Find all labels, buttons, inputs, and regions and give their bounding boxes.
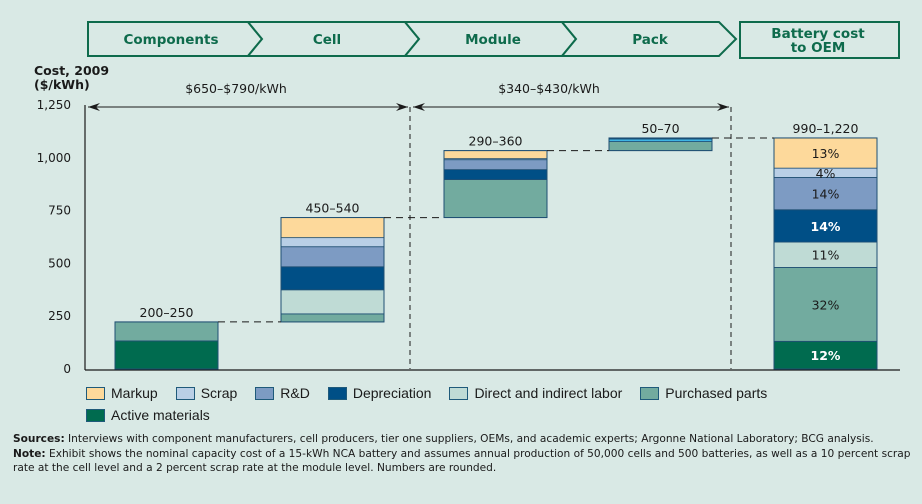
bar-cell-range-label: 450–540 xyxy=(306,201,360,216)
legend-item-purchased-parts: Purchased parts xyxy=(640,382,767,404)
bar-module-segment-depreciation xyxy=(443,169,548,180)
bar-module-segment-purchased-parts xyxy=(443,179,548,218)
bar-cell-outline xyxy=(280,217,385,323)
bar-pack-outline xyxy=(608,137,713,152)
sources-label: Sources: xyxy=(13,433,65,445)
bar-module-segment-markup xyxy=(443,150,548,160)
bar-battery-cost-to-oem-segment-active-materials xyxy=(773,340,878,370)
bar-module-outline xyxy=(443,150,548,219)
bar-battery-cost-to-oem-pct-label: 32% xyxy=(812,297,840,312)
bar-battery-cost-to-oem-pct-label: 11% xyxy=(812,248,840,263)
range-arrow-pack-right-arrowhead-icon xyxy=(717,103,729,111)
footnotes: Sources: Interviews with component manuf… xyxy=(13,432,913,476)
bar-battery-cost-to-oem-pct-label: 14% xyxy=(811,219,841,234)
range-arrow-pack-left-arrowhead-icon xyxy=(413,103,425,111)
legend-swatch xyxy=(255,386,275,400)
y-tick-label: 750 xyxy=(48,204,71,218)
legend: Markup Scrap R&D Depreciation Direct and ind… xyxy=(86,382,886,426)
legend-label: R&D xyxy=(280,385,310,401)
legend-item-direct-and-indirect-labor: Direct and indirect labor xyxy=(449,382,622,404)
y-tick-label: 1,000 xyxy=(37,151,71,165)
legend-item-markup: Markup xyxy=(86,382,158,404)
stage-header: Components Cell Module Pack Battery cost… xyxy=(87,21,900,59)
bar-components-segment-purchased-parts xyxy=(114,321,219,342)
stage-label-module: Module xyxy=(465,32,521,48)
note: Note: Exhibit shows the nominal capacity… xyxy=(13,447,913,476)
stage-label-oem-line2: to OEM xyxy=(791,40,846,56)
legend-swatch xyxy=(449,386,469,400)
y-axis-ticks: 0 250 500 750 1,000 1,250 xyxy=(37,98,71,376)
range-arrow-cell-right-arrowhead-icon xyxy=(396,103,408,111)
bar-battery-cost-to-oem-pct-label: 4% xyxy=(816,166,836,181)
bar-cell-segment-purchased-parts xyxy=(280,313,385,323)
legend-item-scrap: Scrap xyxy=(175,382,238,404)
bar-cell-segment-scrap xyxy=(280,237,385,248)
range-arrow-cell-left-arrowhead-icon xyxy=(88,103,100,111)
waterfall-chart: Components Cell Module Pack Battery cost… xyxy=(34,21,900,376)
bar-labels-group: 200–250 450–540 290–360 50–70 12% 32% 11% 14% 14… xyxy=(140,121,859,363)
bar-battery-cost-to-oem-outline xyxy=(773,137,878,370)
stage-box-oem xyxy=(739,21,900,59)
bar-components-segment-active-materials xyxy=(114,340,219,370)
range-label-pack: $340–$430/kWh xyxy=(498,81,600,96)
bar-cell-segment-direct-and-indirect-labor xyxy=(280,289,385,315)
y-tick-label: 0 xyxy=(63,362,71,376)
bar-battery-cost-to-oem-pct-label: 14% xyxy=(812,187,840,202)
legend-label: Purchased parts xyxy=(665,385,768,401)
legend-item-active-materials: Active materials xyxy=(86,404,210,426)
bar-module-range-label: 290–360 xyxy=(469,134,523,149)
y-tick-label: 500 xyxy=(48,256,71,270)
legend-item-depreciation: Depreciation xyxy=(327,382,432,404)
legend-label: Scrap xyxy=(200,385,238,401)
bar-components-range-label: 200–250 xyxy=(140,305,194,320)
bar-pack-segment-purchased-parts xyxy=(608,141,713,152)
legend-swatch xyxy=(86,386,105,400)
y-axis-title-line1: Cost, 2009 xyxy=(34,63,109,78)
legend-label: Depreciation xyxy=(352,385,432,401)
sources-note: Sources: Interviews with component manuf… xyxy=(13,432,913,447)
chart-frame xyxy=(84,103,900,371)
stage-label-components: Components xyxy=(123,32,218,48)
sources-text: Interviews with component manufacturers,… xyxy=(64,433,874,445)
legend-item-r-d: R&D xyxy=(255,382,310,404)
bars-group xyxy=(114,137,878,370)
stage-label-oem-line1: Battery cost xyxy=(771,26,865,42)
legend-label: Active materials xyxy=(111,407,210,423)
bar-battery-cost-to-oem-segment-depreciation xyxy=(773,209,878,243)
bar-battery-cost-to-oem-pct-label: 13% xyxy=(812,146,840,161)
bar-battery-cost-to-oem-pct-label: 12% xyxy=(811,348,841,363)
bar-pack-range-label: 50–70 xyxy=(641,121,679,136)
y-axis-title-line2: ($/kWh) xyxy=(34,77,90,92)
y-tick-label: 1,250 xyxy=(37,98,71,112)
bar-module-segment-r-d xyxy=(443,159,548,171)
legend-swatch xyxy=(86,408,105,422)
y-tick-label: 250 xyxy=(48,309,71,323)
bar-battery-cost-to-oem-segment-purchased-parts xyxy=(773,267,878,342)
stage-chevron-pack xyxy=(559,21,738,57)
bar-cell-segment-r-d xyxy=(280,246,385,268)
bar-battery-cost-to-oem-range-label: 990–1,220 xyxy=(793,121,859,136)
bar-cell-segment-markup xyxy=(280,217,385,239)
bar-components-outline xyxy=(114,321,219,370)
bar-cell-segment-depreciation xyxy=(280,266,385,291)
note-label: Note: xyxy=(13,447,46,460)
stage-label-pack: Pack xyxy=(632,32,669,48)
bar-battery-cost-to-oem-segment-r-d xyxy=(773,177,878,211)
note-text: Exhibit shows the nominal capacity cost … xyxy=(13,447,911,475)
legend-label: Markup xyxy=(111,385,158,401)
legend-swatch xyxy=(175,386,195,400)
range-label-cell: $650–$790/kWh xyxy=(185,81,287,96)
legend-swatch xyxy=(327,386,347,400)
legend-label: Direct and indirect labor xyxy=(474,385,623,401)
legend-swatch xyxy=(640,386,660,400)
stage-label-cell: Cell xyxy=(313,32,341,48)
